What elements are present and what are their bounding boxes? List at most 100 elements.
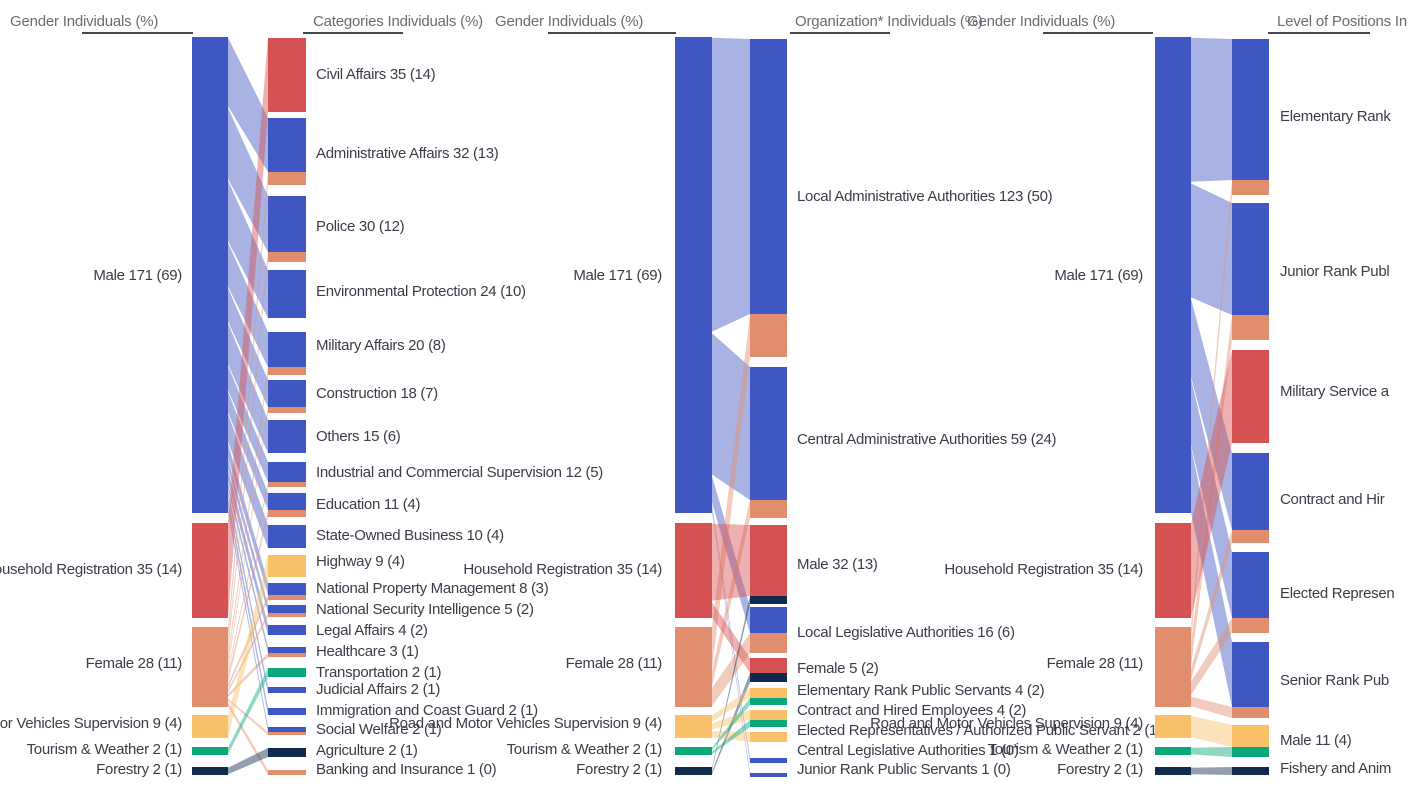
- node-bar[interactable]: [1232, 642, 1269, 707]
- node-bar[interactable]: [1232, 725, 1269, 747]
- node-bar[interactable]: [268, 770, 306, 775]
- node-bar[interactable]: [268, 420, 306, 453]
- link-band[interactable]: [228, 413, 268, 548]
- node-bar[interactable]: [1232, 707, 1269, 718]
- link-band[interactable]: [228, 668, 268, 755]
- link-band[interactable]: [228, 107, 268, 252]
- node-bar[interactable]: [1232, 618, 1269, 633]
- link-band[interactable]: [228, 38, 268, 618]
- node-bar[interactable]: [268, 583, 306, 595]
- link-band[interactable]: [1191, 183, 1232, 315]
- link-band[interactable]: [712, 476, 750, 633]
- node-bar[interactable]: [1232, 315, 1269, 340]
- node-bar[interactable]: [750, 596, 787, 604]
- link-band[interactable]: [228, 490, 268, 693]
- node-bar[interactable]: [750, 525, 787, 596]
- node-bar[interactable]: [268, 38, 306, 112]
- node-bar[interactable]: [268, 462, 306, 482]
- link-band[interactable]: [1191, 315, 1232, 667]
- node-bar[interactable]: [1232, 747, 1269, 757]
- node-bar[interactable]: [192, 37, 228, 513]
- link-band[interactable]: [228, 482, 268, 653]
- link-band[interactable]: [228, 469, 268, 635]
- node-bar[interactable]: [268, 407, 306, 413]
- node-bar[interactable]: [675, 523, 712, 618]
- link-band[interactable]: [228, 748, 268, 775]
- node-bar[interactable]: [1232, 530, 1269, 543]
- link-band[interactable]: [228, 242, 268, 367]
- node-bar[interactable]: [1232, 552, 1269, 618]
- node-bar[interactable]: [750, 367, 787, 500]
- link-band[interactable]: [228, 595, 268, 688]
- link-band[interactable]: [228, 288, 268, 407]
- link-band[interactable]: [1191, 530, 1232, 680]
- node-bar[interactable]: [675, 627, 712, 707]
- link-band[interactable]: [712, 509, 750, 777]
- node-bar[interactable]: [268, 270, 306, 318]
- node-bar[interactable]: [750, 688, 787, 698]
- node-bar[interactable]: [1232, 767, 1269, 775]
- node-bar[interactable]: [750, 314, 787, 357]
- node-bar[interactable]: [750, 500, 787, 518]
- node-bar[interactable]: [1232, 39, 1269, 180]
- node-bar[interactable]: [192, 747, 228, 755]
- link-band[interactable]: [228, 37, 268, 172]
- node-bar[interactable]: [268, 668, 306, 677]
- node-bar[interactable]: [192, 627, 228, 707]
- link-band[interactable]: [228, 365, 268, 482]
- link-band[interactable]: [228, 555, 268, 738]
- node-bar[interactable]: [750, 673, 787, 682]
- node-bar[interactable]: [268, 493, 306, 510]
- node-bar[interactable]: [268, 380, 306, 407]
- node-bar[interactable]: [268, 727, 306, 732]
- link-band[interactable]: [228, 443, 268, 595]
- node-bar[interactable]: [750, 698, 787, 705]
- node-bar[interactable]: [268, 118, 306, 172]
- node-bar[interactable]: [750, 773, 787, 777]
- link-band[interactable]: [228, 698, 268, 735]
- node-bar[interactable]: [1232, 180, 1269, 195]
- link-band[interactable]: [1191, 747, 1232, 757]
- link-band[interactable]: [1191, 180, 1232, 642]
- link-band[interactable]: [228, 613, 268, 693]
- node-bar[interactable]: [268, 653, 306, 657]
- node-bar[interactable]: [268, 605, 306, 613]
- node-bar[interactable]: [268, 748, 306, 757]
- node-bar[interactable]: [675, 747, 712, 755]
- node-bar[interactable]: [750, 720, 787, 727]
- link-band[interactable]: [1191, 696, 1232, 718]
- node-bar[interactable]: [1232, 350, 1269, 443]
- link-band[interactable]: [712, 633, 750, 707]
- link-band[interactable]: [712, 602, 750, 673]
- link-band[interactable]: [228, 510, 268, 683]
- link-band[interactable]: [712, 673, 750, 775]
- node-bar[interactable]: [675, 715, 712, 738]
- link-band[interactable]: [712, 688, 750, 722]
- link-band[interactable]: [1191, 299, 1232, 530]
- link-band[interactable]: [228, 252, 268, 653]
- node-bar[interactable]: [1155, 627, 1191, 707]
- node-bar[interactable]: [192, 523, 228, 618]
- link-band[interactable]: [712, 698, 750, 751]
- node-bar[interactable]: [1155, 523, 1191, 618]
- node-bar[interactable]: [1155, 747, 1191, 755]
- node-bar[interactable]: [268, 510, 306, 517]
- node-bar[interactable]: [1232, 203, 1269, 315]
- node-bar[interactable]: [268, 732, 306, 735]
- node-bar[interactable]: [268, 647, 306, 653]
- node-bar[interactable]: [750, 732, 787, 742]
- node-bar[interactable]: [675, 37, 712, 513]
- node-bar[interactable]: [268, 708, 306, 715]
- link-band[interactable]: [228, 482, 268, 675]
- node-bar[interactable]: [268, 687, 306, 693]
- link-band[interactable]: [228, 323, 268, 453]
- link-band[interactable]: [712, 314, 750, 669]
- node-bar[interactable]: [268, 482, 306, 487]
- node-bar[interactable]: [675, 767, 712, 775]
- node-bar[interactable]: [268, 613, 306, 617]
- link-band[interactable]: [228, 180, 268, 318]
- node-bar[interactable]: [192, 715, 228, 738]
- link-band[interactable]: [228, 391, 268, 510]
- link-band[interactable]: [1191, 715, 1232, 747]
- link-band[interactable]: [1191, 767, 1232, 775]
